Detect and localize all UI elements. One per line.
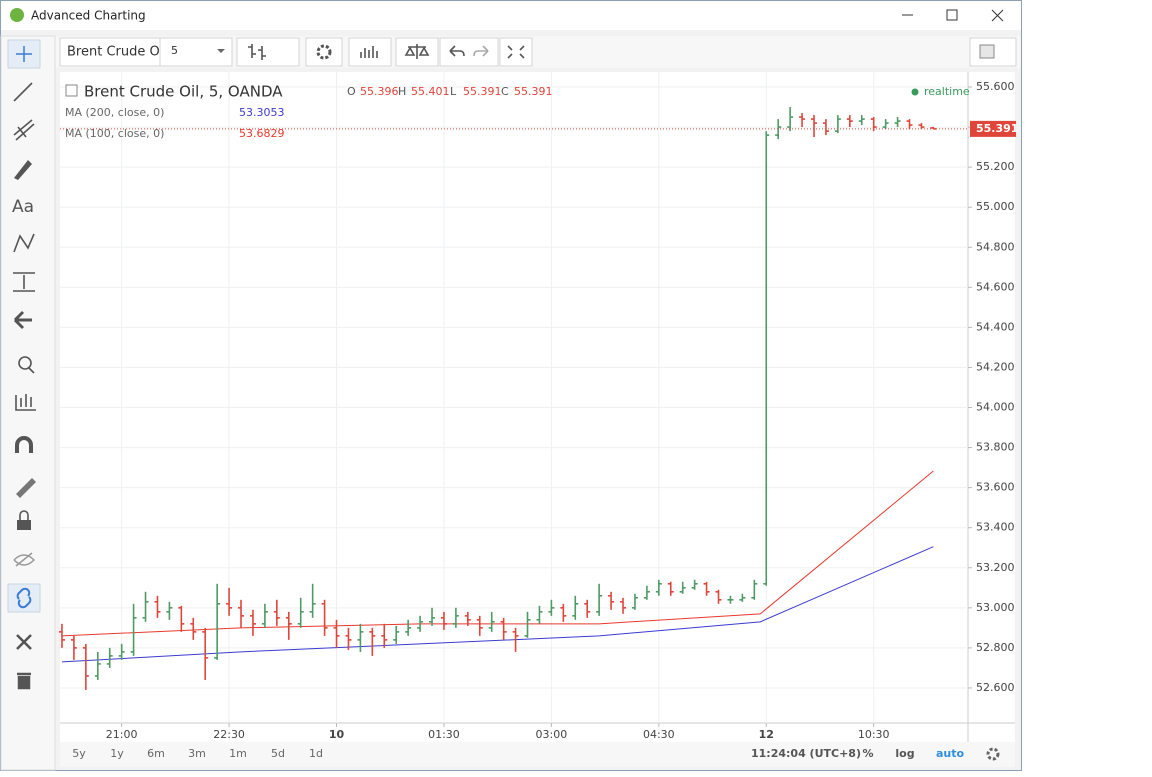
pattern-tool[interactable] bbox=[13, 233, 35, 253]
range-button[interactable]: 6m bbox=[147, 747, 165, 760]
series-legend: Brent Crude Oil, 5, OANDA bbox=[84, 83, 283, 101]
bars-icon bbox=[248, 44, 266, 60]
layout-icon bbox=[979, 44, 995, 59]
x-tick-label: 10 bbox=[329, 728, 345, 741]
compare-icon bbox=[404, 44, 430, 59]
x-tick-label: 01:30 bbox=[428, 728, 460, 741]
bottom-bar bbox=[60, 742, 1015, 767]
interval-text: 5 bbox=[171, 44, 178, 57]
range-button[interactable]: 1d bbox=[309, 747, 323, 760]
gear-icon bbox=[316, 44, 332, 60]
indicators-button[interactable] bbox=[348, 37, 392, 67]
x-tick-label: 04:30 bbox=[643, 728, 675, 741]
x-tick-label: 03:00 bbox=[536, 728, 568, 741]
trendline-tool[interactable] bbox=[13, 82, 33, 102]
draw-mode-tool[interactable] bbox=[16, 478, 36, 498]
percent-toggle[interactable]: % bbox=[862, 747, 873, 760]
fullscreen-icon bbox=[507, 45, 525, 59]
ohlc-value: 55.391 bbox=[463, 85, 502, 98]
zoom-handle bbox=[28, 367, 35, 374]
y-tick-label: 54.800 bbox=[976, 240, 1015, 253]
chart-style-button[interactable] bbox=[236, 37, 300, 67]
ma-value: 53.3053 bbox=[239, 106, 285, 119]
y-tick-label: 53.800 bbox=[976, 441, 1015, 454]
lock-tool[interactable] bbox=[17, 520, 31, 530]
ma-legend: MA (100, close, 0) bbox=[65, 127, 164, 140]
x-tick-label: 12 bbox=[759, 728, 774, 741]
auto-toggle[interactable]: auto bbox=[936, 747, 965, 760]
moving-average bbox=[61, 546, 934, 663]
maximize-button[interactable] bbox=[946, 9, 958, 21]
legend-collapse bbox=[65, 84, 78, 97]
y-tick-label: 54.600 bbox=[976, 280, 1015, 293]
undo-redo[interactable] bbox=[439, 37, 499, 67]
pitchfork-tool[interactable] bbox=[13, 119, 35, 141]
undo-icon bbox=[449, 45, 465, 57]
lock-shackle bbox=[19, 510, 29, 520]
y-tick-label: 53.400 bbox=[976, 521, 1015, 534]
y-tick-label: 52.600 bbox=[976, 681, 1015, 694]
magnet-tool[interactable] bbox=[15, 436, 33, 453]
ohlc-label: L bbox=[450, 85, 457, 98]
x-tick-label: 10:30 bbox=[858, 728, 890, 741]
ma-legend: MA (200, close, 0) bbox=[65, 106, 164, 119]
ohlc-value: 55.401 bbox=[411, 85, 450, 98]
y-tick-label: 54.200 bbox=[976, 360, 1015, 373]
y-tick-label: 55.200 bbox=[976, 160, 1015, 173]
clock: 11:24:04 (UTC+8) bbox=[751, 747, 861, 760]
y-tick-label: 53.600 bbox=[976, 481, 1015, 494]
ohlc-label: O bbox=[347, 85, 356, 98]
range-button[interactable]: 3m bbox=[188, 747, 206, 760]
realtime-dot bbox=[911, 88, 919, 96]
tools-settings[interactable] bbox=[16, 634, 32, 650]
plot: 52.600 52.800 53.000 53.200 53.400 53.600 53.8… bbox=[58, 72, 1018, 761]
left-toolbar bbox=[0, 35, 56, 771]
delete-tool[interactable] bbox=[17, 672, 31, 690]
y-tick-label: 53.200 bbox=[976, 561, 1015, 574]
range-button[interactable]: 1y bbox=[110, 747, 124, 760]
y-tick-label: 52.800 bbox=[976, 641, 1015, 654]
y-tick-label: 53.000 bbox=[976, 601, 1015, 614]
ohlc-label: H bbox=[398, 85, 406, 98]
back-tool[interactable] bbox=[13, 310, 32, 330]
measure-tool[interactable] bbox=[13, 272, 35, 292]
y-tick-label: 55.000 bbox=[976, 200, 1015, 213]
y-tick-label: 55.600 bbox=[976, 80, 1015, 93]
range-button[interactable]: 1m bbox=[229, 747, 247, 760]
last-price-label: 55.391 bbox=[976, 122, 1018, 135]
last-price-box bbox=[970, 120, 1016, 137]
y-tick-label: 54.400 bbox=[976, 320, 1015, 333]
ma-value: 53.6829 bbox=[239, 127, 285, 140]
realtime-label: realtime bbox=[924, 85, 970, 98]
hide-tool[interactable] bbox=[13, 552, 36, 567]
redo-icon bbox=[473, 45, 489, 57]
ohlc-label: C bbox=[501, 85, 509, 98]
text-tool[interactable]: Aa bbox=[12, 197, 34, 217]
data-window-tool[interactable] bbox=[15, 394, 36, 411]
crosshair-icon bbox=[16, 46, 32, 62]
range-button[interactable]: 5y bbox=[72, 747, 86, 760]
chart-pane bbox=[60, 72, 1015, 742]
link-icon bbox=[16, 587, 32, 609]
close-button[interactable] bbox=[991, 9, 1004, 22]
app-icon bbox=[10, 8, 24, 22]
x-tick-label: 21:00 bbox=[106, 728, 138, 741]
axis-settings[interactable] bbox=[986, 747, 1000, 761]
brush-tool[interactable] bbox=[14, 160, 32, 180]
zoom-tool[interactable] bbox=[18, 356, 32, 370]
window-title: Advanced Charting bbox=[31, 9, 146, 23]
dropdown-arrow bbox=[217, 49, 225, 53]
moving-average bbox=[61, 470, 934, 637]
range-button[interactable]: 5d bbox=[271, 747, 285, 760]
fullscreen-button[interactable] bbox=[499, 37, 533, 67]
symbol-text: Brent Crude Oi bbox=[67, 45, 163, 60]
x-tick-label: 22:30 bbox=[213, 728, 245, 741]
indicators-icon bbox=[360, 46, 378, 58]
y-tick-label: 54.000 bbox=[976, 401, 1015, 414]
log-toggle[interactable]: log bbox=[895, 747, 914, 760]
ohlc-value: 55.396 bbox=[360, 85, 399, 98]
ohlc-value: 55.391 bbox=[514, 85, 553, 98]
settings-button[interactable] bbox=[305, 37, 343, 67]
